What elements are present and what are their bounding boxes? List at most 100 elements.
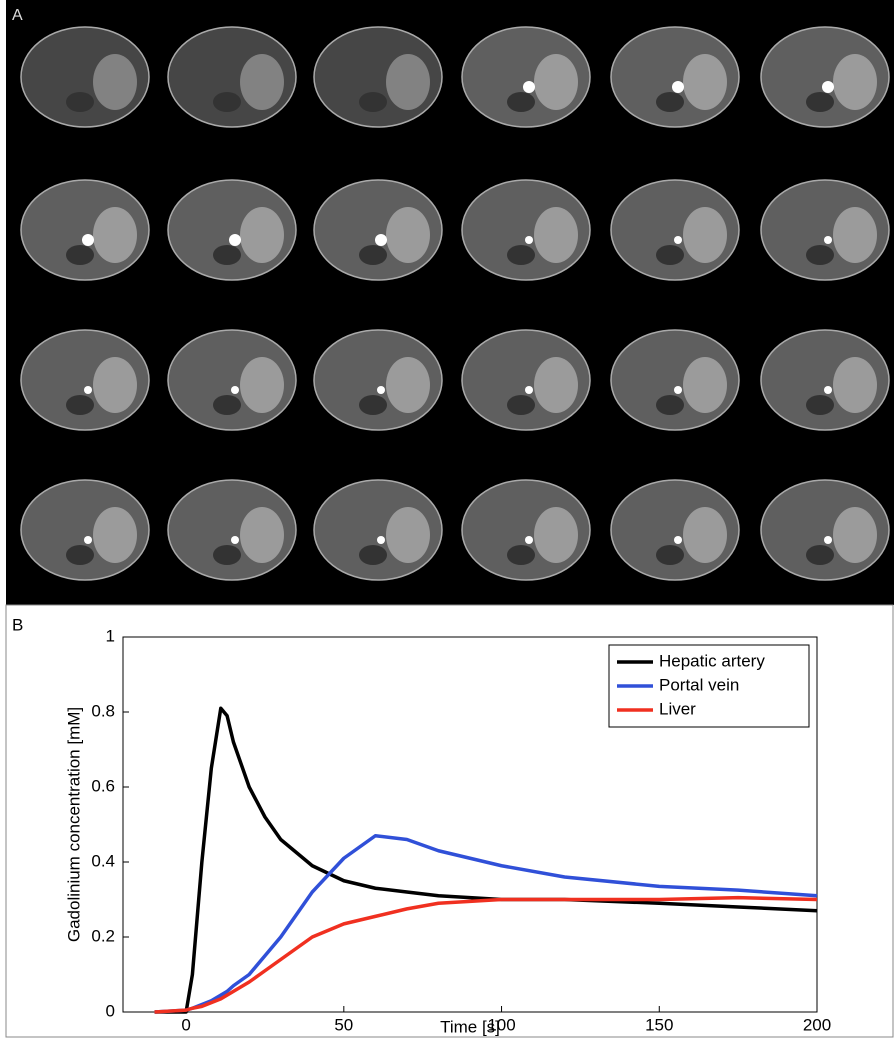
mri-slice (461, 26, 591, 128)
spleen (240, 357, 284, 413)
aorta (84, 536, 92, 544)
spine (656, 395, 684, 415)
spine (806, 245, 834, 265)
mri-slice (313, 479, 443, 581)
spleen (240, 207, 284, 263)
spleen (386, 207, 430, 263)
legend-label: Liver (659, 699, 696, 718)
aorta (525, 386, 533, 394)
mri-slice (167, 179, 297, 281)
spine (656, 545, 684, 565)
aorta (231, 386, 239, 394)
aorta (824, 236, 832, 244)
x-tick-label: 200 (803, 1015, 831, 1034)
mri-slice (610, 26, 740, 128)
legend-label: Portal vein (659, 675, 739, 694)
aorta (674, 536, 682, 544)
aorta (824, 536, 832, 544)
spine (213, 395, 241, 415)
spleen (534, 54, 578, 110)
spleen (534, 207, 578, 263)
mri-slice (760, 26, 890, 128)
spleen (240, 507, 284, 563)
spine (213, 245, 241, 265)
mri-slice (760, 329, 890, 431)
x-tick-label: 100 (487, 1015, 515, 1034)
spine (359, 245, 387, 265)
mri-slice (20, 329, 150, 431)
aorta (84, 386, 92, 394)
chart: 0 50 100 150 200 0 0.2 0.4 0.6 0.8 1 Time [s] Gadoli… (64, 626, 831, 1036)
panel-label: A (12, 7, 23, 24)
spleen (386, 357, 430, 413)
spleen (93, 54, 137, 110)
x-axis-label: Time [s] (440, 1017, 500, 1036)
aorta (674, 236, 682, 244)
mri-slice (313, 329, 443, 431)
y-tick-label: 0 (106, 1001, 115, 1020)
spleen (534, 357, 578, 413)
mri-slice (760, 179, 890, 281)
spine (806, 395, 834, 415)
aorta (82, 234, 94, 246)
legend-box (608, 644, 810, 728)
aorta (377, 536, 385, 544)
mri-slice (610, 329, 740, 431)
aorta (375, 234, 387, 246)
spine (507, 92, 535, 112)
mri-slice (167, 26, 297, 128)
mri-slice (167, 329, 297, 431)
spine (66, 545, 94, 565)
spine (806, 92, 834, 112)
aorta (824, 386, 832, 394)
aorta (674, 386, 682, 394)
spine (359, 395, 387, 415)
mri-slice (610, 179, 740, 281)
spleen (683, 207, 727, 263)
legend-label: Hepatic artery (659, 651, 765, 670)
spleen (534, 507, 578, 563)
spleen (386, 507, 430, 563)
x-tick-label: 150 (645, 1015, 673, 1034)
spleen (93, 357, 137, 413)
aorta (822, 81, 834, 93)
mri-slice (461, 479, 591, 581)
spine (806, 545, 834, 565)
mri-slice (610, 479, 740, 581)
aorta (229, 234, 241, 246)
spleen (93, 507, 137, 563)
spine (507, 545, 535, 565)
data-line (154, 895, 818, 1014)
aorta (525, 236, 533, 244)
spleen (386, 54, 430, 110)
mri-slice (20, 179, 150, 281)
spine (66, 245, 94, 265)
mri-slice (461, 329, 591, 431)
spine (507, 395, 535, 415)
y-axis-label: Gadolinium concentration [mM] (64, 707, 83, 942)
aorta (377, 386, 385, 394)
spine (66, 92, 94, 112)
aorta (525, 536, 533, 544)
spine (507, 245, 535, 265)
spleen (93, 207, 137, 263)
panel-b-border (5, 604, 894, 1038)
spleen (683, 357, 727, 413)
spine (213, 545, 241, 565)
spleen (240, 54, 284, 110)
y-tick-label: 1 (106, 626, 115, 645)
spleen (833, 54, 877, 110)
spine (213, 92, 241, 112)
mri-slice (20, 26, 150, 128)
aorta (672, 81, 684, 93)
spine (359, 545, 387, 565)
spine (656, 92, 684, 112)
panel-label: B (12, 615, 23, 634)
x-tick-label: 0 (181, 1015, 190, 1034)
spine (656, 245, 684, 265)
spleen (833, 357, 877, 413)
mri-slice (461, 179, 591, 281)
y-tick-label: 0.6 (91, 776, 115, 795)
mri-slice (167, 479, 297, 581)
